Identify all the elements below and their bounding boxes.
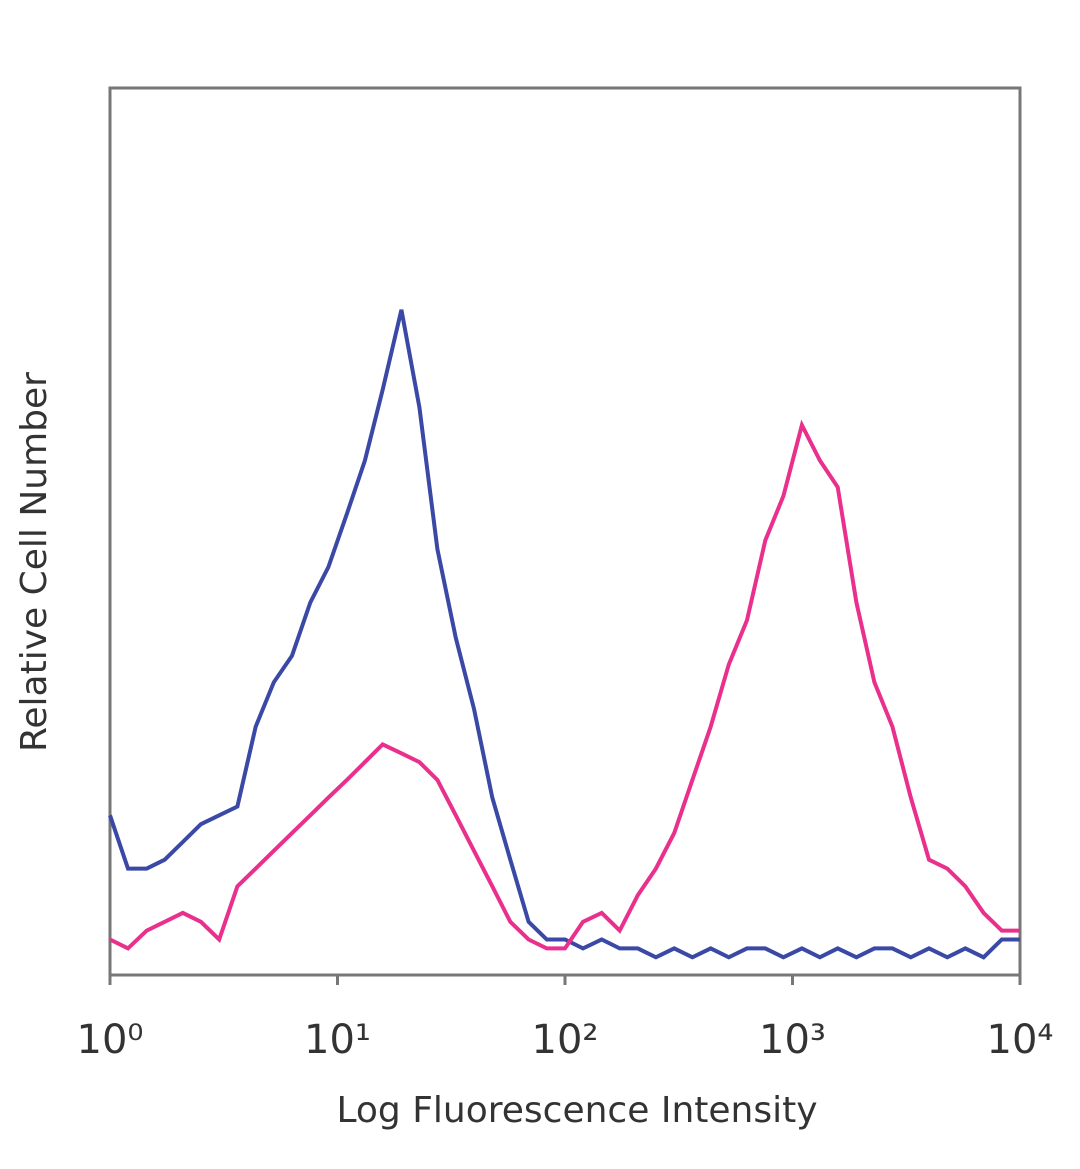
plot-frame (108, 86, 1022, 977)
y-axis-title: Relative Cell Number (14, 372, 55, 752)
x-tick-label: 10¹ (304, 1017, 371, 1063)
x-tick-label: 10⁰ (77, 1017, 144, 1063)
x-tick-label: 10³ (759, 1017, 826, 1063)
histogram-line (108, 309, 1020, 960)
x-tick-label: 10⁴ (987, 1017, 1054, 1063)
x-tick-label: 10² (532, 1017, 599, 1063)
x-axis-title: Log Fluorescence Intensity (336, 1090, 817, 1131)
histogram-line (109, 419, 1020, 951)
